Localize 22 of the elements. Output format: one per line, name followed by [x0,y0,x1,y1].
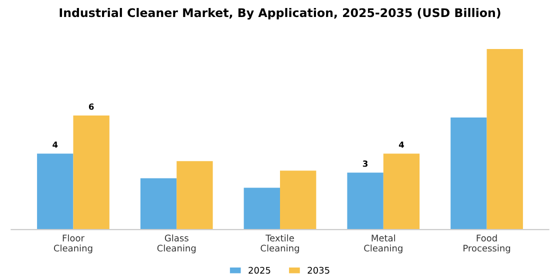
legend-label: 2035 [308,266,330,274]
x-tick-label: Glass Cleaning [157,234,196,254]
chart-title: Industrial Cleaner Market, By Application, 2025-2035 (USD Billion) [60,8,500,20]
data-label: 4 [398,142,404,148]
bar [347,172,384,230]
bar [280,170,316,230]
x-tick-label: Textile Cleaning [260,234,299,254]
x-tick-label: Metal Cleaning [364,234,402,254]
bar [176,161,213,230]
bar [73,116,110,230]
bar [244,188,280,230]
legend-label: 2025 [248,266,270,274]
data-label: 3 [362,160,368,167]
bar [383,154,420,230]
x-tick-label: Floor Cleaning [54,234,92,254]
bar [37,154,74,230]
bar [486,49,523,230]
bar [140,178,177,230]
bar [450,117,487,230]
x-tick-label: Food Processing [464,234,510,254]
data-label: 6 [88,103,94,110]
data-label: 4 [52,142,58,148]
